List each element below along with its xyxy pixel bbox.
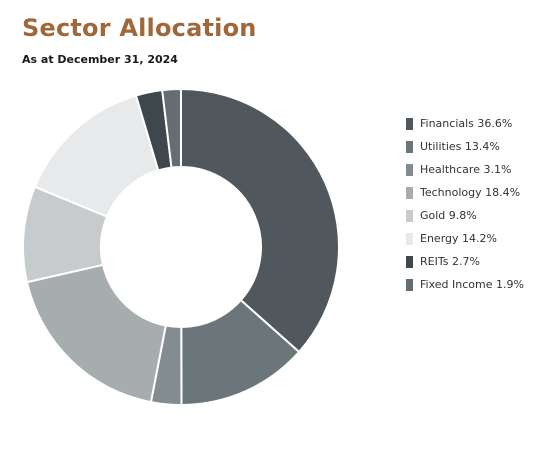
donut-slice-financials (180, 87, 340, 354)
legend-label: Financials 36.6% (420, 117, 513, 130)
legend-item-healthcare: Healthcare 3.1% (406, 158, 524, 181)
legend-swatch (406, 209, 413, 222)
legend-swatch (406, 163, 413, 176)
legend-item-energy: Energy 14.2% (406, 227, 524, 250)
legend-label: Energy 14.2% (420, 232, 497, 245)
legend-swatch (406, 278, 413, 291)
chart-legend: Financials 36.6% Utilities 13.4% Healthcar… (406, 112, 524, 296)
legend-label: Gold 9.8% (420, 209, 477, 222)
legend-swatch (406, 140, 413, 153)
legend-label: Utilities 13.4% (420, 140, 500, 153)
donut-slice-fixed-income (161, 87, 182, 169)
chart-subtitle: As at December 31, 2024 (22, 53, 178, 66)
legend-swatch (406, 232, 413, 245)
legend-label: Fixed Income 1.9% (420, 278, 524, 291)
legend-item-reits: REITs 2.7% (406, 250, 524, 273)
legend-label: REITs 2.7% (420, 255, 480, 268)
legend-label: Healthcare 3.1% (420, 163, 512, 176)
legend-swatch (406, 117, 413, 130)
donut-slice-technology (25, 263, 167, 404)
legend-item-fixed-income: Fixed Income 1.9% (406, 273, 524, 296)
legend-swatch (406, 186, 413, 199)
legend-item-utilities: Utilities 13.4% (406, 135, 524, 158)
legend-item-technology: Technology 18.4% (406, 181, 524, 204)
chart-title: Sector Allocation (22, 14, 257, 42)
legend-label: Technology 18.4% (420, 186, 521, 199)
legend-item-gold: Gold 9.8% (406, 204, 524, 227)
legend-item-financials: Financials 36.6% (406, 112, 524, 135)
legend-swatch (406, 255, 413, 268)
